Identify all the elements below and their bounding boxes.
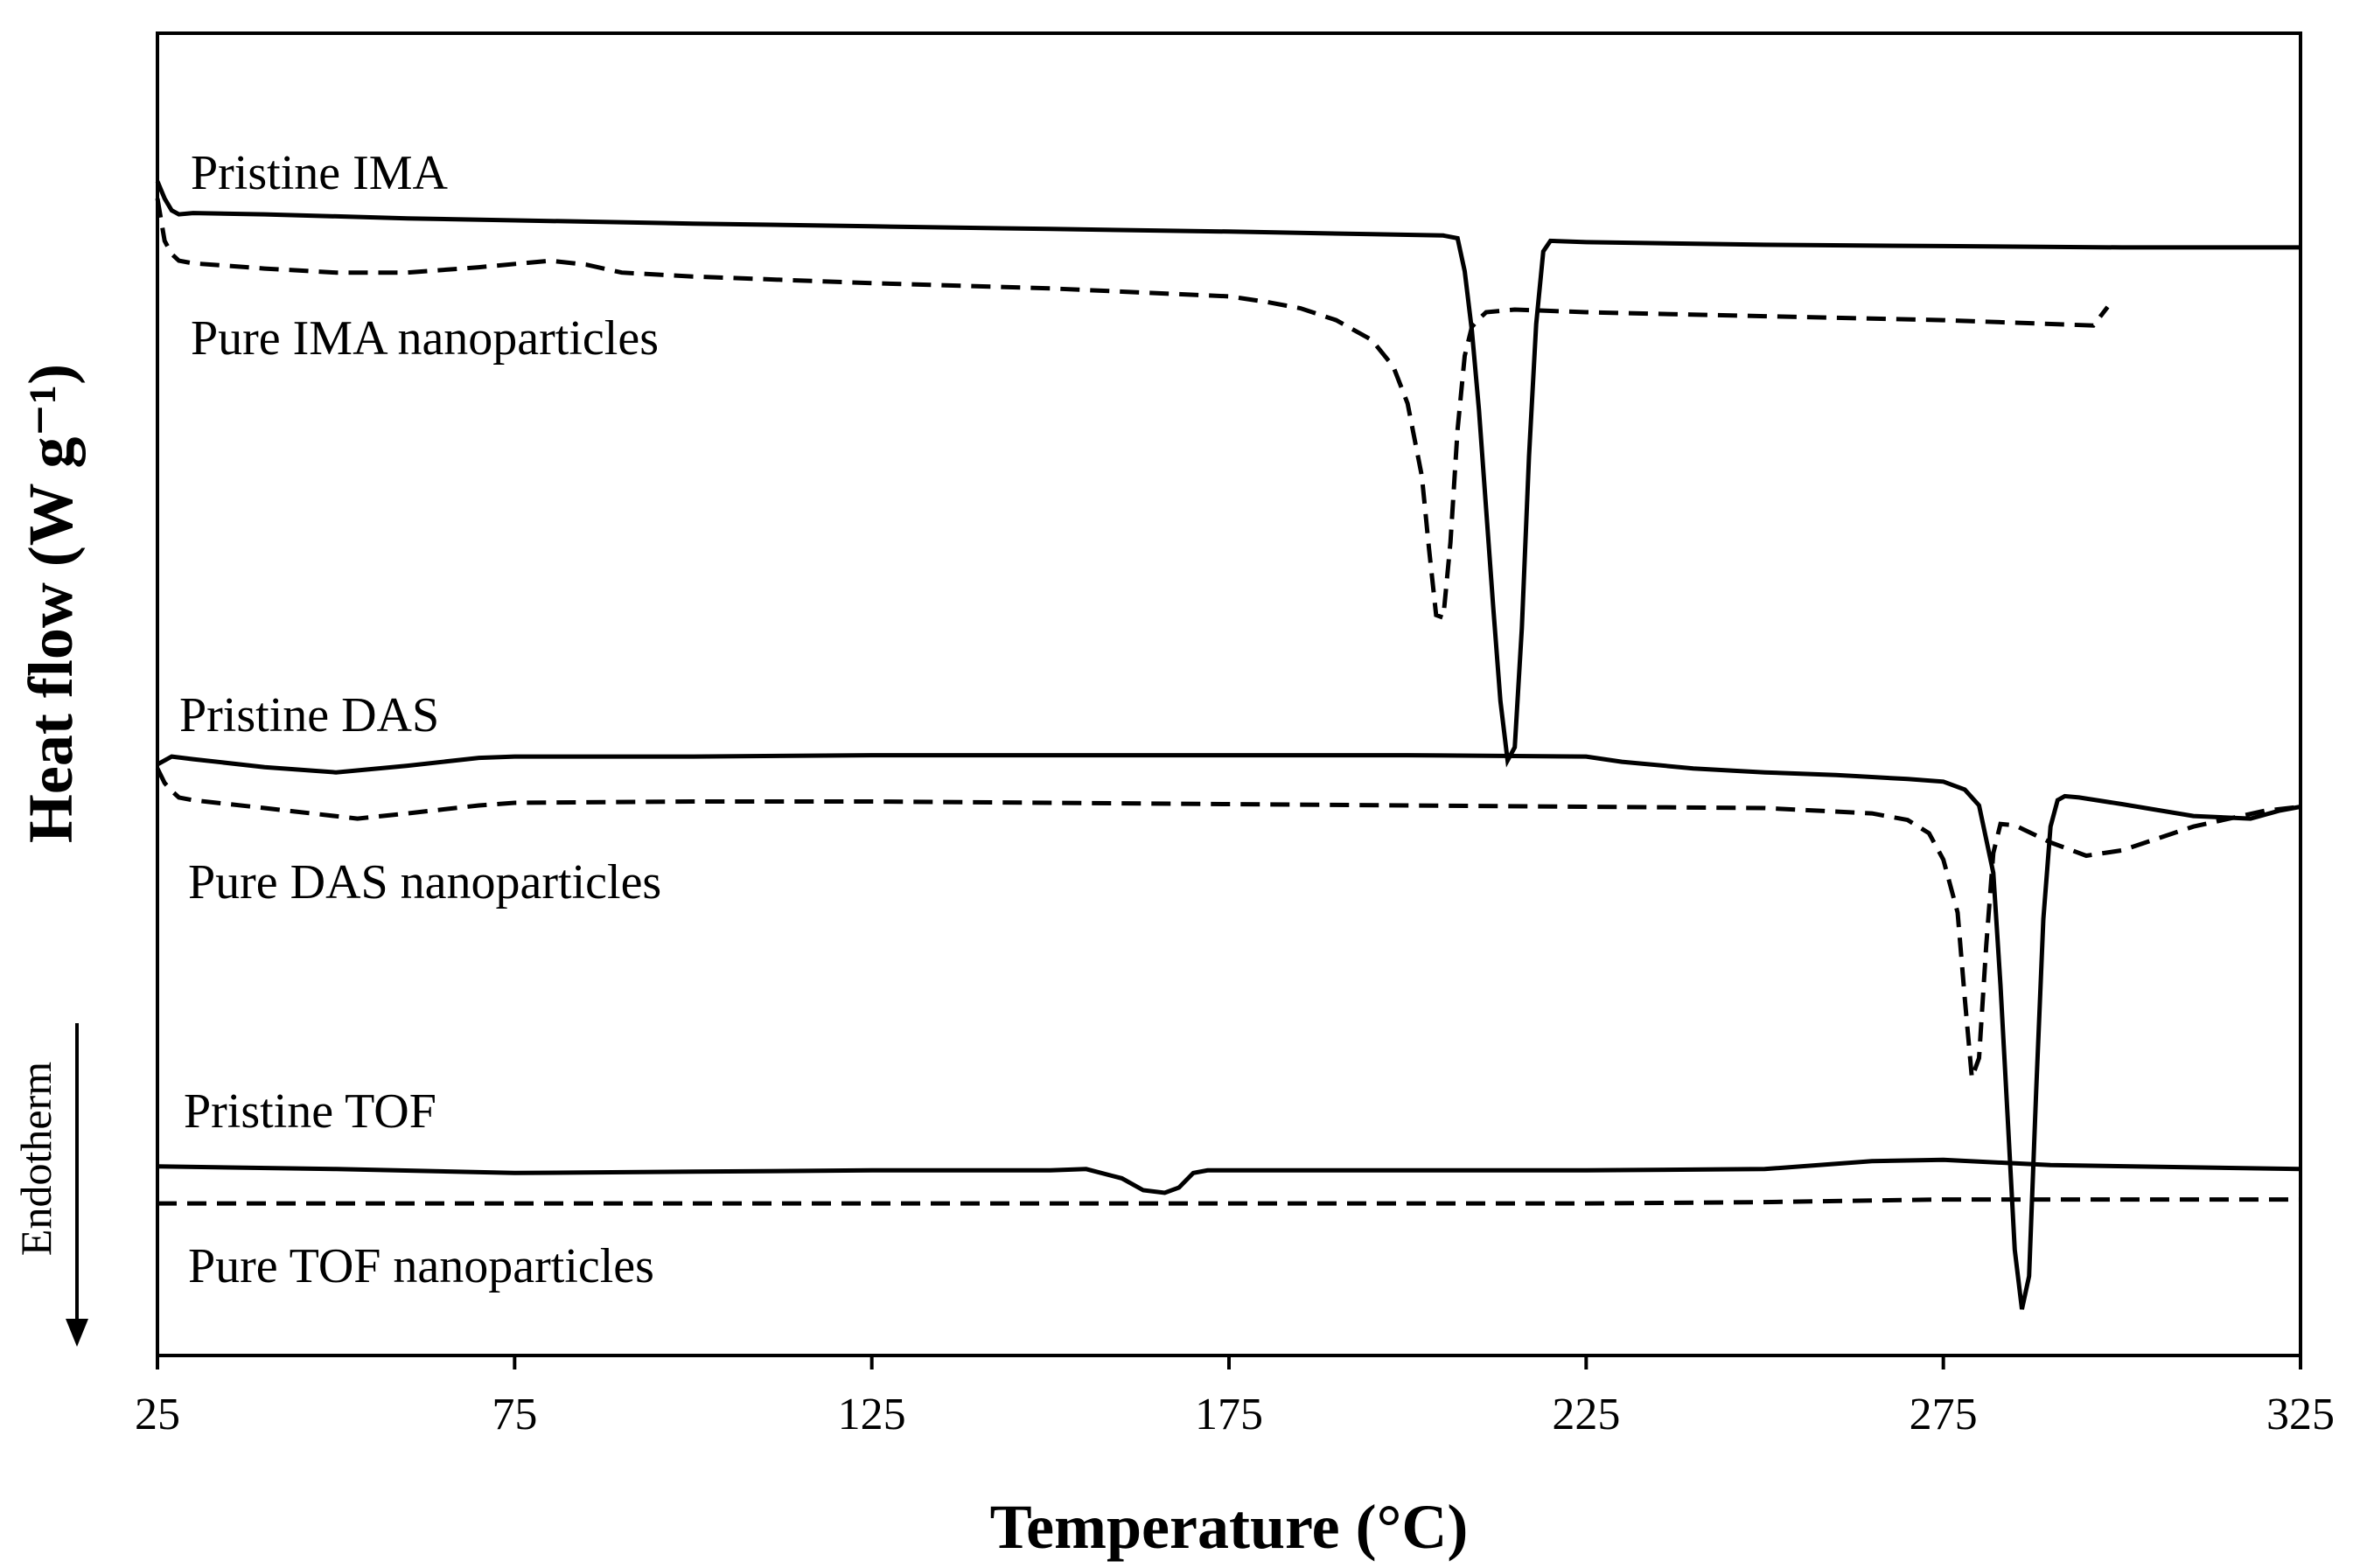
curve-label-pure-ima-nanoparticles: Pure IMA nanoparticles xyxy=(191,311,659,366)
curve-label-pure-das-nanoparticles: Pure DAS nanoparticles xyxy=(188,855,661,909)
curve-label-pristine-tof: Pristine TOF xyxy=(184,1084,436,1139)
x-tick-label: 225 xyxy=(1552,1390,1620,1439)
x-axis-title: Temperature (°C) xyxy=(990,1492,1469,1562)
curve-label-pristine-das: Pristine DAS xyxy=(179,688,439,742)
curve-label-pristine-ima: Pristine IMA xyxy=(191,146,449,200)
series-line-pure-tof-nanoparticles xyxy=(157,1197,2301,1206)
x-tick-label: 175 xyxy=(1195,1390,1263,1439)
x-tick-label: 125 xyxy=(838,1390,906,1439)
series-line-pristine-tof xyxy=(157,1157,2301,1195)
series-line-pure-ima-nanoparticles xyxy=(155,198,2110,621)
endotherm-label: Endotherm xyxy=(11,1062,60,1256)
y-axis-title: Heat flow (W g⁻¹) xyxy=(16,364,86,843)
curve-label-pure-tof-nanoparticles: Pure TOF nanoparticles xyxy=(188,1239,654,1293)
x-tick-label: 325 xyxy=(2266,1390,2335,1439)
series-line-pure-das-nanoparticles xyxy=(155,767,2301,1079)
x-axis: 25 75 125 175 225 275 325 xyxy=(135,1355,2335,1439)
x-tick-label: 275 xyxy=(1910,1390,1978,1439)
x-tick-label: 25 xyxy=(135,1390,180,1439)
x-tick-label: 75 xyxy=(492,1390,537,1439)
series-group xyxy=(155,180,2301,1310)
endotherm-arrow-icon xyxy=(66,1023,88,1347)
series-line-pristine-das xyxy=(156,753,2301,1310)
